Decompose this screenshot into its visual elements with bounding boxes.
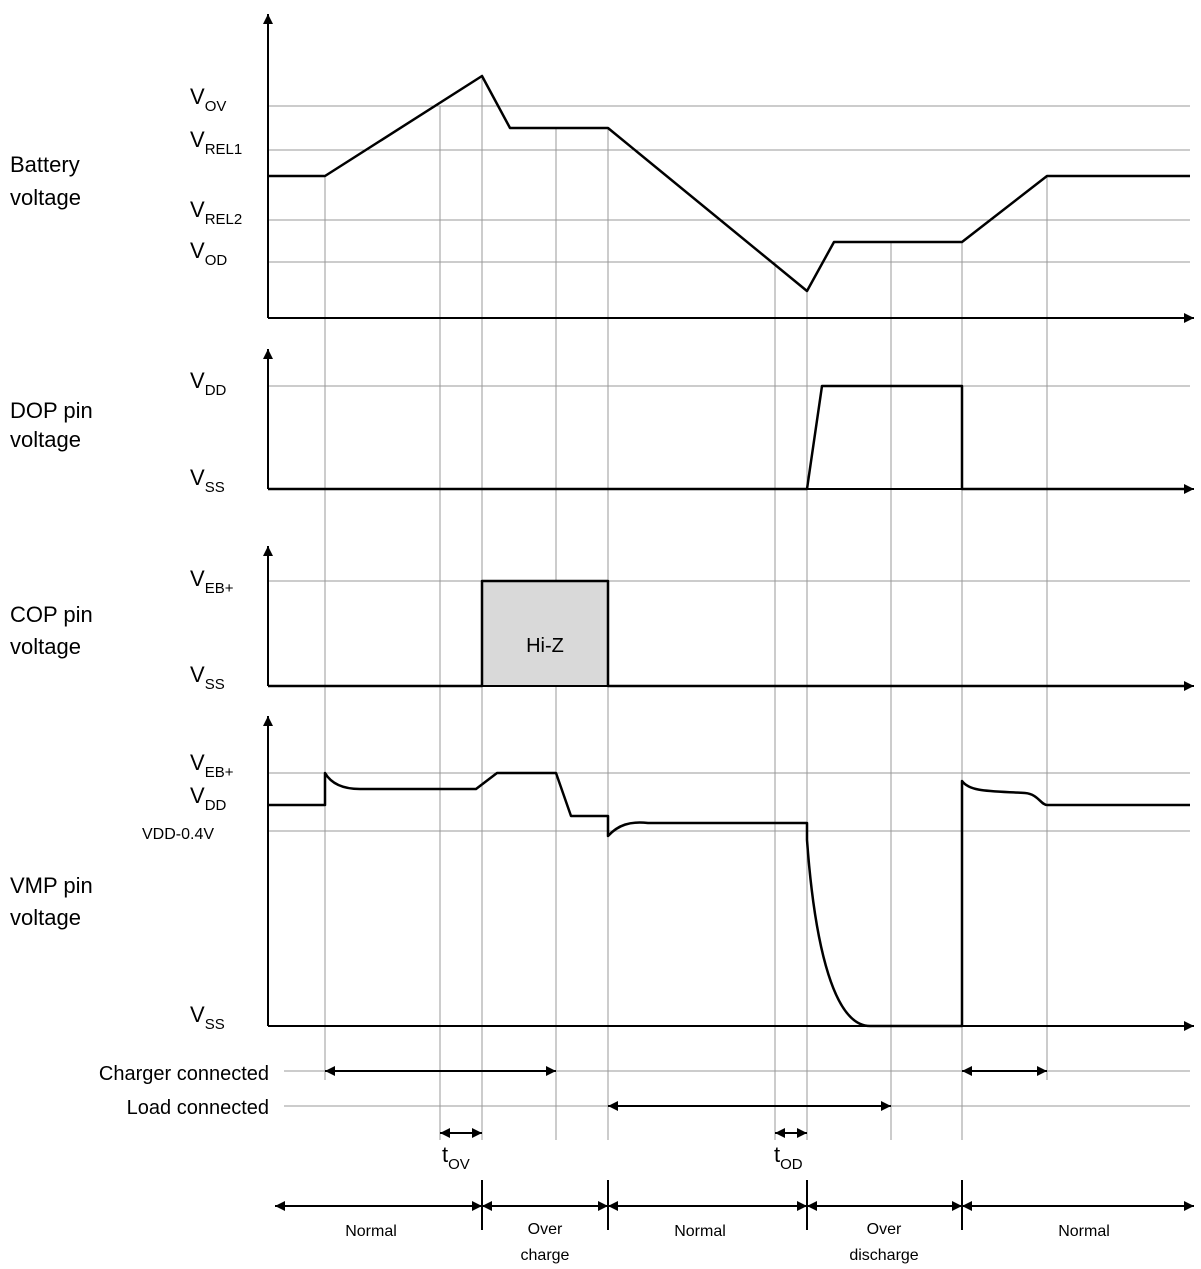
state-overdischarge-1: Over (867, 1221, 902, 1238)
dop-pin-trace (268, 384, 1190, 491)
hiz-box (481, 580, 609, 687)
state-normal-2: Normal (674, 1223, 726, 1240)
cop-pin-trace (268, 579, 1190, 688)
vmp-label-2: voltage (10, 905, 81, 930)
dop-label-2: voltage (10, 427, 81, 452)
label-tod: tOD (774, 1142, 803, 1173)
label-vmp-vss: VSS (190, 1002, 225, 1033)
load-label: Load connected (127, 1097, 269, 1119)
label-vdd-minus: VDD-0.4V (142, 826, 214, 843)
hiz-label: Hi-Z (526, 635, 564, 657)
label-tov: tOV (442, 1142, 470, 1173)
axes (263, 14, 1194, 1031)
grid-horizontal (268, 105, 1190, 1107)
state-overdischarge-2: discharge (849, 1247, 918, 1264)
label-vmp-veb: VEB+ (190, 750, 234, 781)
label-vov: VOV (190, 84, 226, 115)
label-dop-vdd: VDD (190, 368, 227, 399)
cop-label-2: voltage (10, 634, 81, 659)
vmp-label-1: VMP pin (10, 873, 93, 898)
label-cop-vss: VSS (190, 662, 225, 693)
battery-voltage-trace (268, 74, 1190, 293)
label-vrel2: VREL2 (190, 197, 242, 228)
label-vmp-vdd: VDD (190, 783, 227, 814)
label-dop-vss: VSS (190, 465, 225, 496)
vmp-pin-trace (268, 771, 1190, 1028)
battery-label-1: Battery (10, 152, 80, 177)
state-normal-1: Normal (345, 1223, 397, 1240)
state-overcharge-1: Over (528, 1221, 563, 1238)
cop-label-1: COP pin (10, 602, 93, 627)
state-normal-3: Normal (1058, 1223, 1110, 1240)
grid-vertical (324, 76, 1048, 1140)
dop-label-1: DOP pin (10, 398, 93, 423)
battery-label-2: voltage (10, 185, 81, 210)
state-overcharge-2: charge (521, 1247, 570, 1264)
charger-label: Charger connected (99, 1063, 269, 1085)
label-vod: VOD (190, 238, 227, 269)
label-vrel1: VREL1 (190, 127, 242, 158)
label-cop-veb: VEB+ (190, 566, 234, 597)
